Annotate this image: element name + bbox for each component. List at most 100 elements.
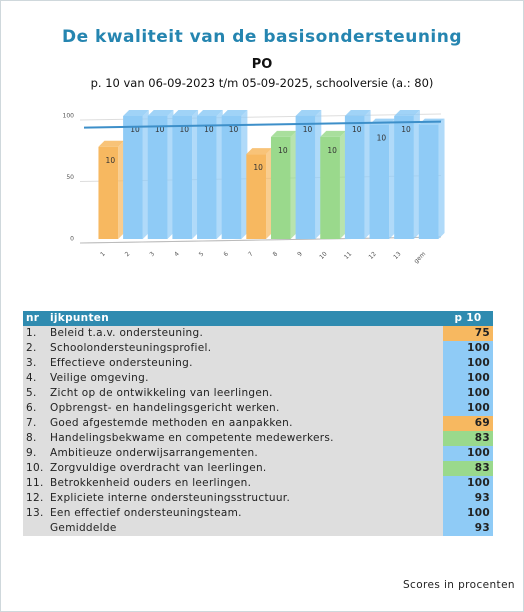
bar-top <box>295 110 322 116</box>
table-row: 5. Zicht op de ontwikkeling van leerlinge… <box>23 386 493 401</box>
table-row: 1. Beleid t.a.v. ondersteuning. 75 <box>23 326 493 341</box>
bar-top <box>270 130 297 137</box>
row-label: Zicht op de ontwikkeling van leerlingen. <box>47 386 443 401</box>
x-tick-label: 1 <box>99 250 107 258</box>
row-score: 100 <box>443 371 493 386</box>
row-score: 100 <box>443 356 493 371</box>
row-score: 100 <box>443 506 493 521</box>
x-tick-label: 5 <box>198 250 206 258</box>
bar <box>98 146 119 239</box>
bar-side <box>167 110 174 239</box>
bar-label: 10 <box>401 125 411 134</box>
x-tick-label: 4 <box>173 250 181 258</box>
period: p. 10 van 06-09-2023 t/m 05-09-2025, sch… <box>90 76 434 90</box>
row-label: Zorgvuldige overdracht van leerlingen. <box>47 461 443 476</box>
row-label: Een effectief ondersteuningsteam. <box>47 506 443 521</box>
bar-label: 10 <box>377 134 387 143</box>
bar-label: 10 <box>155 125 165 134</box>
row-label: Gemiddelde <box>47 521 443 536</box>
bar-label: 10 <box>253 163 263 172</box>
bar <box>221 116 242 239</box>
row-score: 83 <box>443 461 493 476</box>
bar-top <box>123 110 149 116</box>
x-tick-label: 7 <box>247 250 255 258</box>
row-score: 100 <box>443 386 493 401</box>
chart: 0 50 100 10 1 10 2 10 3 10 4 10 5 10 6 10 7 10 8 10 9 10 10 10 1… <box>63 110 445 265</box>
y-tick-label: 100 <box>63 113 75 120</box>
bar-label: 10 <box>327 146 337 155</box>
x-tick-label: 12 <box>368 250 378 260</box>
bar-side <box>290 130 297 239</box>
bar-label: 10 <box>278 146 288 155</box>
bar <box>295 116 316 239</box>
bar <box>246 154 267 239</box>
x-tick-label: 3 <box>148 250 156 258</box>
bar-top <box>246 148 273 155</box>
bar-top <box>147 110 174 116</box>
row-number: 12. <box>23 491 47 506</box>
bar-side <box>241 110 248 239</box>
row-number: 11. <box>23 476 47 491</box>
bar-side <box>266 148 273 239</box>
bar-side <box>192 110 199 239</box>
bar-side <box>438 118 445 239</box>
table-row: 2. Schoolondersteuningsprofiel. 100 <box>23 341 493 356</box>
x-tick-label: 11 <box>343 250 353 260</box>
row-number: 2. <box>23 341 47 356</box>
bar <box>123 116 143 239</box>
table-row: 12. Expliciete interne ondersteuningsstru… <box>23 491 493 506</box>
bar-top <box>98 140 125 147</box>
bar <box>394 116 414 239</box>
bar-side <box>339 130 346 239</box>
row-score: 93 <box>443 521 493 536</box>
row-score: 75 <box>443 326 493 341</box>
row-score: 93 <box>443 491 493 506</box>
bar-top <box>221 110 248 116</box>
row-number: 9. <box>23 446 47 461</box>
row-number: 8. <box>23 431 47 446</box>
bar-side <box>364 110 371 239</box>
row-number: 5. <box>23 386 47 401</box>
table-row: 8. Handelingsbekwame en competente medewe… <box>23 431 493 446</box>
bar <box>270 136 291 239</box>
row-score: 83 <box>443 431 493 446</box>
bar-side <box>389 118 396 239</box>
header-cell: p 10 <box>443 311 493 326</box>
table-row: 6. Opbrengst- en handelingsgericht werken… <box>23 401 493 416</box>
bar-label: 10 <box>303 125 313 134</box>
bar-top <box>394 110 420 116</box>
bar-side <box>315 110 322 239</box>
row-score: 100 <box>443 476 493 491</box>
title: De kwaliteit van de basisondersteuning <box>61 27 463 47</box>
bar-side <box>216 110 223 239</box>
row-number <box>23 521 47 536</box>
row-number: 4. <box>23 371 47 386</box>
row-number: 3. <box>23 356 47 371</box>
bar-top <box>197 110 223 116</box>
bar-side <box>413 110 420 239</box>
header-cell: ijkpunten <box>47 311 443 326</box>
x-tick-label: 6 <box>222 250 230 258</box>
table-row: 9. Ambitieuze onderwijsarrangementen. 100 <box>23 446 493 461</box>
x-tick-label: 10 <box>318 250 328 260</box>
header-cell: nr <box>23 311 47 326</box>
table-row: 3. Effectieve ondersteuning. 100 <box>23 356 493 371</box>
x-tick-label: gem <box>413 250 427 264</box>
row-label: Effectieve ondersteuning. <box>47 356 443 371</box>
bar-label: 10 <box>352 125 362 134</box>
row-number: 6. <box>23 401 47 416</box>
table-header: nr ijkpunten p 10 <box>23 311 493 326</box>
row-score: 100 <box>443 446 493 461</box>
row-label: Goed afgestemde methoden en aanpakken. <box>47 416 443 431</box>
x-tick-label: 13 <box>392 250 402 260</box>
bar-label: 10 <box>229 125 239 134</box>
x-tick-label: 8 <box>272 250 280 258</box>
row-score: 100 <box>443 341 493 356</box>
row-number: 13. <box>23 506 47 521</box>
footer: Scores in procenten <box>402 579 515 591</box>
row-label: Schoolondersteuningsprofiel. <box>47 341 443 356</box>
row-label: Beleid t.a.v. ondersteuning. <box>47 326 443 341</box>
row-number: 10. <box>23 461 47 476</box>
bar <box>172 116 193 239</box>
table-row: 4. Veilige omgeving. 100 <box>23 371 493 386</box>
